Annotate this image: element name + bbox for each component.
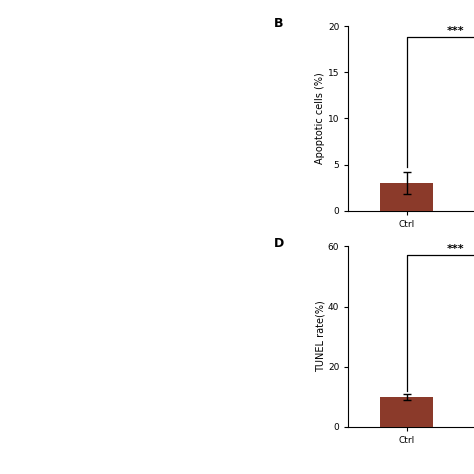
Text: D: D — [273, 237, 284, 250]
Bar — [380, 183, 433, 211]
Y-axis label: Apoptotic cells (%): Apoptotic cells (%) — [315, 73, 325, 164]
Text: B: B — [273, 17, 283, 30]
Text: ***: *** — [446, 244, 464, 254]
Bar — [380, 397, 433, 427]
Y-axis label: TUNEL rate(%): TUNEL rate(%) — [315, 301, 325, 373]
Text: ***: *** — [446, 26, 464, 36]
